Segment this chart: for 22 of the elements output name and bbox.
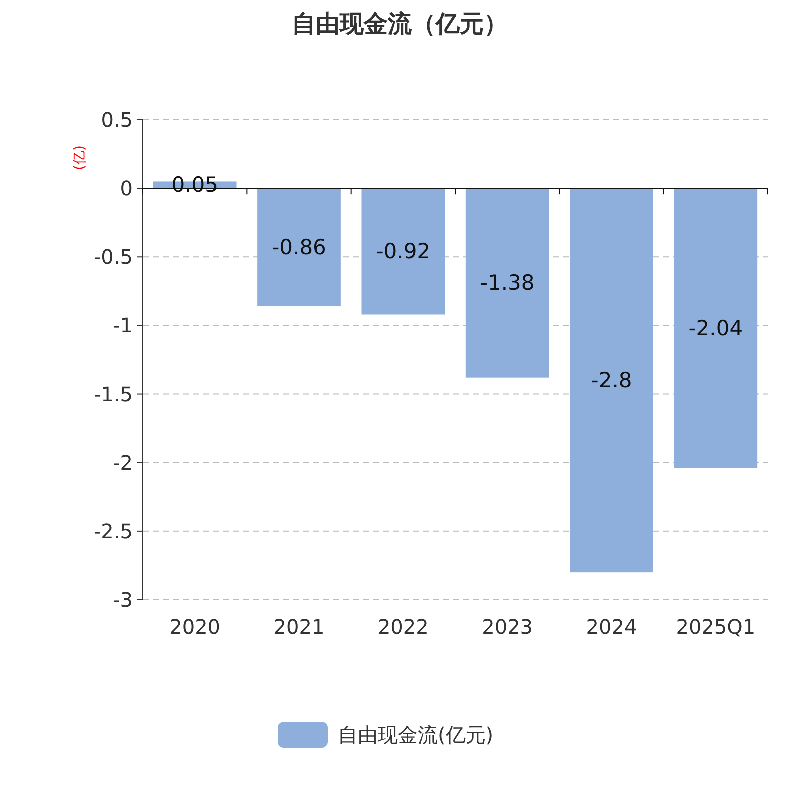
y-tick-label: -2 (113, 450, 133, 475)
x-tick-label: 2025Q1 (676, 615, 756, 639)
y-tick-label: -1 (113, 314, 133, 338)
legend-label: 自由现金流(亿元) (338, 723, 494, 747)
x-tick-label: 2022 (378, 615, 429, 639)
y-tick-label: -3 (113, 588, 133, 612)
data-label: -0.86 (272, 236, 326, 260)
y-tick-label: -0.5 (94, 245, 133, 270)
y-tick-label: 0 (120, 176, 133, 201)
chart-title: 自由现金流（亿元） (292, 10, 508, 38)
x-tick-label: 2024 (586, 615, 638, 639)
y-axis-title: (亿) (72, 146, 88, 170)
x-tick-label: 2021 (274, 615, 325, 639)
data-label: -2.04 (688, 316, 744, 340)
y-tick-label: -1.5 (94, 382, 133, 406)
data-label: -2.8 (591, 368, 632, 393)
data-label: -0.92 (376, 240, 431, 264)
x-tick-label: 2020 (170, 615, 221, 639)
x-tick-label: 2023 (482, 615, 534, 639)
y-tick-label: 0.5 (101, 108, 133, 132)
y-tick-label: -2.5 (94, 519, 133, 544)
data-label: -1.38 (480, 271, 535, 296)
